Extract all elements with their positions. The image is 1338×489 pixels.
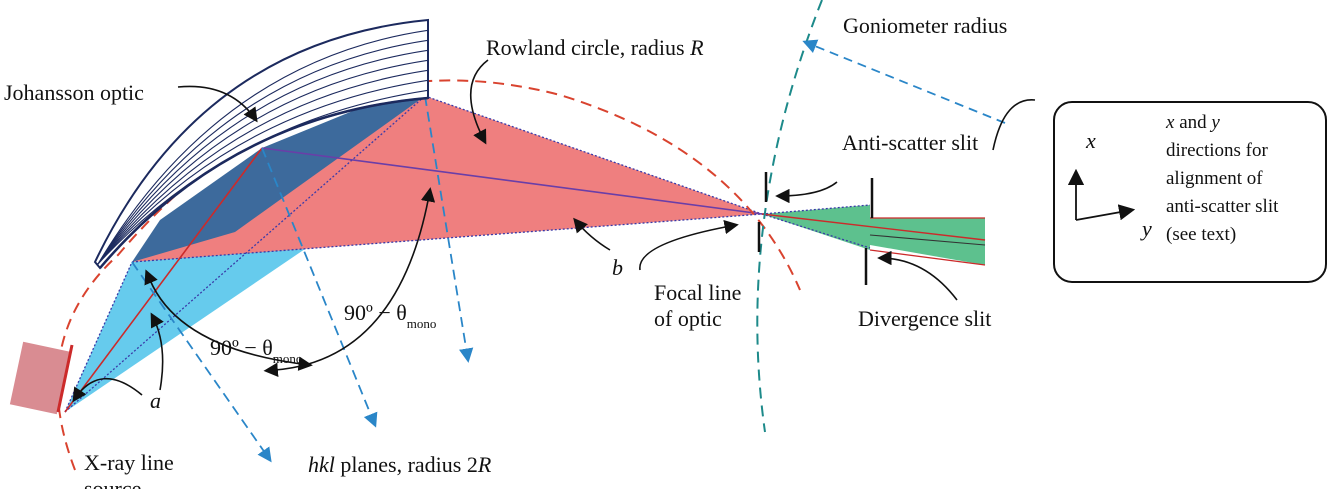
label-xray-source-2: source [84,476,141,489]
label-b: b [612,255,623,280]
inset-text-line1: x and y [1165,112,1220,133]
inset-x-axis-label: x [1085,128,1096,153]
label-goniometer-radius: Goniometer radius [843,13,1007,38]
label-rowland-circle: Rowland circle, radius R [486,35,704,60]
exit-ray-dark [869,234,986,246]
label-hkl-planes: hkl planes, radius 2R [308,452,492,477]
label-anti-scatter-slit: Anti-scatter slit [842,130,978,155]
divergence-slit [864,178,874,285]
label-xray-source: X-ray line [84,450,174,475]
inset-text-line3: alignment of [1166,168,1263,189]
beam-edges [64,95,871,413]
inset-y-axis-label: y [1140,216,1152,241]
xray-source [9,341,71,415]
label-johansson-optic: Johansson optic [4,80,144,105]
axes-inset: x y x and y directions for alignment of … [1053,101,1327,283]
angle-arc-lower [144,269,313,371]
label-divergence-slit: Divergence slit [858,306,991,331]
label-a: a [150,388,161,413]
goniometer-radius-line [802,39,1006,124]
central-ray-purple [261,147,763,215]
exit-ray-red [761,213,986,241]
inset-text-line5: (see text) [1166,224,1236,245]
inset-text-line2: directions for [1166,140,1269,161]
goniometer-arc [756,0,823,433]
label-focal-line: Focal line [654,280,741,305]
anti-scatter-slit [757,172,768,252]
label-focal-line-2: of optic [654,306,722,331]
label-angle-upper: 90º − θmono [344,300,436,331]
label-angle-lower: 90º − θmono [210,335,302,366]
xray-source-line [56,344,74,413]
optic-shadow-navy [132,96,425,262]
inset-text-line4: anti-scatter slit [1166,196,1279,217]
